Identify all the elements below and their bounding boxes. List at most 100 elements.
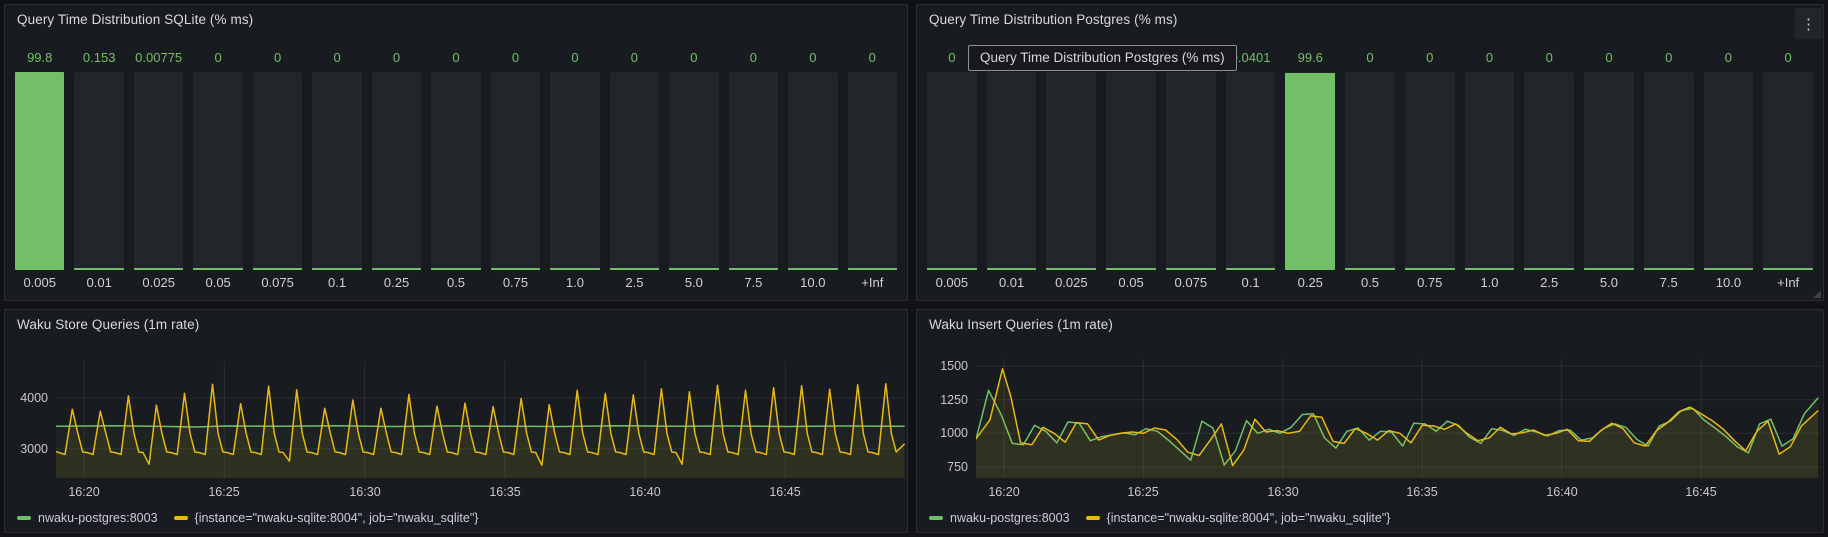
sqlite-histogram[interactable]: 99.8 0.005 0.153 0.01 0.00775 0.025 0 0.…	[15, 49, 898, 291]
bar-x-label: 0.005	[935, 275, 969, 290]
bar-track	[1345, 72, 1395, 270]
postgres-histogram[interactable]: 0 0.005 0 0.01 0 0.025 0 0.05 0	[927, 49, 1814, 291]
legend-item-sqlite[interactable]: {instance="nwaku-sqlite:8004", job="nwak…	[173, 511, 478, 525]
bar-track	[1404, 72, 1455, 270]
bar-value-label: 0	[630, 50, 639, 65]
bar-track	[788, 72, 838, 270]
hist-bar-0.01[interactable]: 0.153 0.01	[74, 49, 124, 291]
hist-bar-7.5[interactable]: 0 7.5	[728, 49, 779, 291]
legend-label: {instance="nwaku-sqlite:8004", job="nwak…	[1106, 511, 1391, 525]
x-tick-label: 16:40	[1546, 485, 1578, 499]
hist-bar-0.1[interactable]: 0 0.1	[312, 49, 362, 291]
hist-bar-0.005[interactable]: 0 0.005	[927, 49, 977, 291]
bar-value-label: 0	[868, 50, 876, 65]
insert-plot[interactable]	[976, 358, 1821, 478]
hist-bar-0.75[interactable]: 0 0.75	[1404, 49, 1455, 291]
bar-value-label: 0	[452, 50, 460, 65]
bar-track	[986, 72, 1037, 270]
hist-bar-0.01[interactable]: 0 0.01	[986, 49, 1037, 291]
store-queries-chart[interactable]: 3000 4000 16:20 16:25 16:30 16:35 16:40 16:45	[5, 310, 907, 532]
hist-bar-0.5[interactable]: 0 0.5	[431, 49, 481, 291]
hist-bar-0.05[interactable]: 0 0.05	[193, 49, 243, 291]
chart-legend: nwaku-postgres:8003 {instance="nwaku-sql…	[17, 511, 478, 525]
hist-bar-5.0[interactable]: 0 5.0	[669, 49, 719, 291]
panel-postgres-histogram: Query Time Distribution Postgres (% ms) …	[916, 4, 1824, 301]
hist-bar-+Inf[interactable]: 0 +Inf	[1763, 49, 1814, 291]
insert-queries-chart[interactable]: 750 1000 1250 1500 16:20 16:25 16:30 16:35 16:40…	[917, 310, 1823, 532]
panel-title-tooltip: Query Time Distribution Postgres (% ms)	[968, 45, 1237, 71]
hist-bar-0.005[interactable]: 99.8 0.005	[15, 49, 65, 291]
legend-item-sqlite[interactable]: {instance="nwaku-sqlite:8004", job="nwak…	[1085, 511, 1391, 525]
bar-fill	[371, 268, 422, 270]
hist-bar-0.025[interactable]: 0 0.025	[1046, 49, 1097, 291]
panel-title[interactable]: Query Time Distribution Postgres (% ms)	[929, 12, 1178, 27]
legend-item-postgres[interactable]: nwaku-postgres:8003	[17, 511, 158, 525]
bar-track	[1165, 72, 1216, 270]
bar-x-label: 7.5	[744, 275, 763, 290]
bar-x-label: 0.1	[328, 275, 347, 290]
hist-bar-0.025[interactable]: 0.00775 0.025	[133, 49, 184, 291]
bar-value-label: 0	[571, 50, 579, 65]
hist-bar-5.0[interactable]: 0 5.0	[1584, 49, 1634, 291]
panel-title[interactable]: Waku Insert Queries (1m rate)	[929, 317, 1113, 332]
hist-bar-10.0[interactable]: 0 10.0	[1703, 49, 1754, 291]
legend-swatch-yellow	[173, 516, 188, 520]
bar-fill	[847, 268, 898, 270]
bar-fill	[193, 268, 243, 270]
panel-menu-button[interactable]: ⋮	[1795, 8, 1822, 39]
bar-x-label: 0.5	[1360, 275, 1380, 290]
bar-x-label: 0.01	[86, 275, 112, 290]
bar-fill	[550, 268, 600, 270]
bar-track	[1703, 72, 1754, 270]
bar-value-label: 0	[948, 50, 956, 65]
bar-x-label: 5.0	[1599, 275, 1618, 290]
hist-bar-0.075[interactable]: 0 0.075	[252, 49, 303, 291]
bar-value-label: 0	[1665, 50, 1673, 65]
bar-x-label: 7.5	[1659, 275, 1678, 290]
panel-resize-handle[interactable]	[1813, 290, 1821, 298]
hist-bar-0.05[interactable]: 0 0.05	[1106, 49, 1156, 291]
bar-fill	[1643, 268, 1694, 270]
insert-area	[976, 368, 1819, 478]
hist-bar-1.0[interactable]: 0 1.0	[1464, 49, 1515, 291]
bar-value-label: 99.8	[27, 50, 53, 65]
hist-bar-0.5[interactable]: 0 0.5	[1345, 49, 1395, 291]
panel-title[interactable]: Waku Store Queries (1m rate)	[17, 317, 200, 332]
y-tick-label: 1250	[940, 393, 968, 407]
hist-bar-0.075[interactable]: 0 0.075	[1165, 49, 1216, 291]
bar-track	[847, 72, 898, 270]
bar-fill	[1106, 268, 1156, 270]
hist-bar-7.5[interactable]: 0 7.5	[1643, 49, 1694, 291]
x-tick-label: 16:35	[489, 485, 521, 499]
hist-bar-2.5[interactable]: 0 2.5	[1524, 49, 1575, 291]
insert-line	[976, 368, 1819, 467]
bar-value-label: 0	[511, 50, 520, 65]
x-tick-label: 16:30	[349, 485, 381, 499]
panel-title[interactable]: Query Time Distribution SQLite (% ms)	[17, 12, 254, 27]
bar-value-label: 0	[1724, 50, 1733, 65]
bar-track	[609, 72, 660, 270]
hist-bar-+Inf[interactable]: 0 +Inf	[847, 49, 898, 291]
bar-value-label: 0	[392, 50, 401, 65]
hist-bar-0.25[interactable]: 99.6 0.25	[1285, 49, 1336, 291]
bar-x-label: 0.25	[383, 275, 410, 290]
store-plot[interactable]	[56, 361, 906, 478]
hist-bar-0.1[interactable]: 0.0401 0.1	[1225, 49, 1276, 291]
bar-track	[1524, 72, 1575, 270]
bar-x-label: 1.0	[565, 275, 584, 290]
hist-bar-1.0[interactable]: 0 1.0	[550, 49, 600, 291]
bar-track	[1046, 72, 1097, 270]
hist-bar-0.25[interactable]: 0 0.25	[371, 49, 422, 291]
bar-fill	[728, 268, 779, 270]
bar-fill	[1225, 268, 1276, 270]
bar-track	[1285, 72, 1336, 270]
hist-bar-0.75[interactable]: 0 0.75	[490, 49, 541, 291]
insert-area	[976, 390, 1819, 478]
legend-item-postgres[interactable]: nwaku-postgres:8003	[929, 511, 1070, 525]
hist-bar-10.0[interactable]: 0 10.0	[788, 49, 838, 291]
hist-bar-2.5[interactable]: 0 2.5	[609, 49, 660, 291]
x-tick-label: 16:35	[1406, 485, 1438, 499]
bar-fill	[1285, 72, 1336, 270]
x-tick-label: 16:30	[1267, 485, 1299, 499]
bar-x-label: 0.01	[998, 275, 1025, 290]
